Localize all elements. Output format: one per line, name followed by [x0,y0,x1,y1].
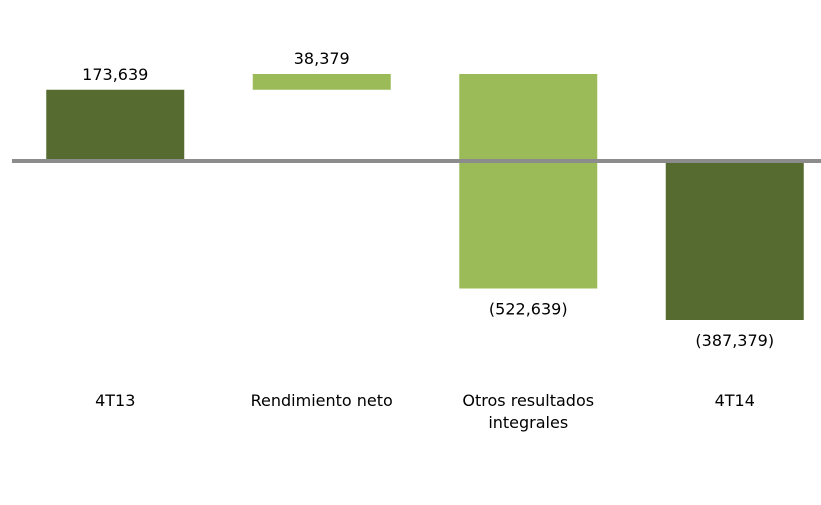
category-label: Rendimiento neto [250,391,393,410]
value-label: 38,379 [294,49,350,68]
bar [665,161,804,320]
category-label: 4T14 [714,391,755,410]
category-label: 4T13 [95,391,136,410]
bar [252,74,391,90]
value-label: 173,639 [82,65,148,84]
bar [46,89,185,162]
category-label: Otros resultados integrales [462,391,595,432]
bar [459,74,598,289]
value-label: (387,379) [695,331,774,350]
value-label: (522,639) [489,299,568,318]
